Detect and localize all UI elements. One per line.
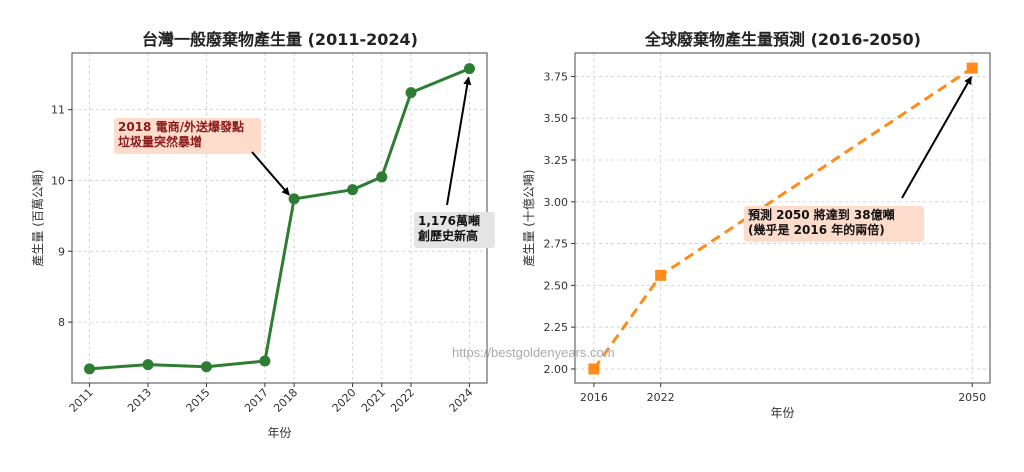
data-point (142, 359, 154, 371)
y-tick-label: 2.50 (544, 279, 569, 292)
annotation-arrow (446, 76, 472, 206)
watermark: https://bestgoldenyears.com (452, 345, 615, 360)
data-point (463, 63, 475, 75)
data-point (376, 171, 388, 183)
data-point (84, 363, 96, 375)
data-point (259, 355, 271, 367)
x-axis-label: 年份 (267, 426, 291, 440)
annotation-arrow (251, 151, 290, 196)
taiwan-waste-chart: 台灣一般廢棄物產生量 (2011-2024) 8 9 10 11 2011 2013 2015… (30, 30, 495, 440)
x-tick-label: 2011 (67, 386, 96, 415)
annotation-text: (幾乎是 2016 年的兩倍) (748, 222, 885, 237)
y-tick-label: 3.75 (544, 70, 569, 83)
data-point (588, 363, 600, 375)
x-tick-label: 2017 (242, 386, 271, 415)
global-waste-forecast-chart: 全球廢棄物產生量預測 (2016-2050) 2.00 2.25 2.50 2.75 3.… (521, 30, 991, 420)
chart-title: 全球廢棄物產生量預測 (2016-2050) (644, 30, 921, 49)
y-tick-label: 2.00 (544, 363, 569, 376)
y-axis-label: 產生量 (十億公噸) (521, 169, 536, 266)
x-axis-label: 年份 (770, 406, 794, 420)
annotation-text: 預測 2050 將達到 38億噸 (748, 207, 895, 222)
annotation-text: 垃圾量突然暴增 (118, 134, 202, 149)
x-tick-label: 2015 (184, 386, 213, 415)
x-tick-label: 2013 (125, 386, 154, 415)
annotation-box (114, 118, 261, 154)
x-tick-label: 2020 (330, 386, 359, 415)
annotation-text: 1,176萬噸 (418, 213, 480, 228)
x-tick-label: 2021 (359, 386, 388, 415)
data-point (288, 193, 300, 205)
x-tick-label: 2016 (580, 391, 608, 404)
x-tick-label: 2018 (271, 386, 300, 415)
data-point (966, 62, 978, 74)
annotation-arrow (901, 76, 973, 199)
y-tick-label: 3.00 (544, 196, 569, 209)
annotation-box (414, 212, 495, 248)
x-tick-label: 2022 (388, 386, 417, 415)
y-tick-label: 10 (51, 174, 65, 187)
chart-title: 台灣一般廢棄物產生量 (2011-2024) (142, 30, 418, 49)
data-point (347, 184, 359, 196)
annotation-text: 創歷史新高 (417, 228, 478, 243)
series-line (89, 67, 471, 371)
data-point (655, 269, 667, 281)
data-point (200, 361, 212, 373)
y-tick-label: 3.25 (544, 154, 569, 167)
y-tick-label: 3.50 (544, 112, 569, 125)
x-tick-label: 2024 (447, 386, 476, 415)
y-tick-label: 8 (58, 316, 65, 329)
x-tick-label: 2022 (647, 391, 675, 404)
plot-frame (574, 52, 991, 384)
y-tick-label: 11 (51, 104, 65, 117)
annotation-box (744, 206, 924, 242)
data-point (405, 87, 417, 99)
y-tick-label: 2.75 (544, 238, 569, 251)
y-tick-label: 9 (58, 245, 65, 258)
annotation-text: 2018 電商/外送爆發點 (118, 119, 244, 134)
y-axis-label: 產生量 (百萬公噸) (30, 169, 45, 266)
x-tick-label: 2050 (958, 391, 986, 404)
y-tick-label: 2.25 (544, 321, 569, 334)
